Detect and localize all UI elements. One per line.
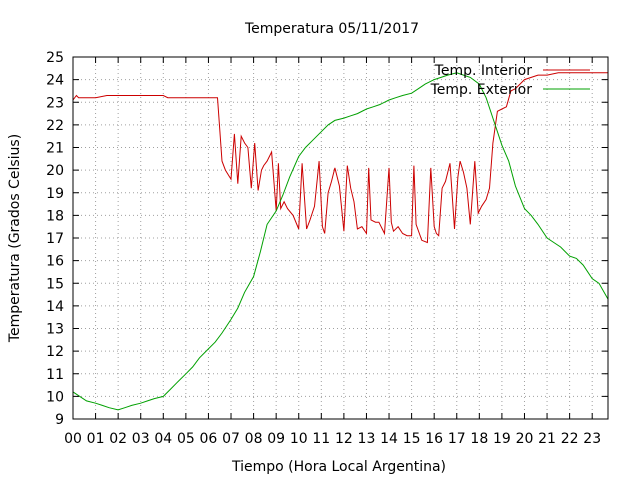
y-tick-label: 23 (46, 95, 64, 111)
y-tick-label: 11 (46, 367, 64, 383)
x-tick-label: 21 (538, 431, 556, 447)
x-tick-label: 17 (448, 431, 466, 447)
y-tick-label: 16 (46, 254, 64, 270)
x-tick-label: 07 (222, 431, 240, 447)
x-tick-label: 15 (403, 431, 421, 447)
series-line-exterior (72, 72, 609, 411)
y-axis-title: Temperatura (Grados Celsius) (7, 134, 23, 343)
y-tick-label: 10 (46, 389, 64, 405)
y-tick-label: 12 (46, 344, 64, 360)
chart-title: Temperatura 05/11/2017 (244, 21, 419, 37)
x-tick-label: 20 (516, 431, 534, 447)
x-tick-label: 12 (335, 431, 353, 447)
x-tick-label: 19 (493, 431, 511, 447)
y-tick-label: 15 (46, 276, 64, 292)
x-tick-label: 06 (200, 431, 218, 447)
x-tick-label: 23 (583, 431, 601, 447)
x-tick-label: 02 (109, 431, 127, 447)
x-tick-label: 05 (177, 431, 195, 447)
legend: Temp. Interior Temp. Exterior (430, 63, 590, 98)
series-line-interior (72, 72, 608, 244)
x-tick-label: 14 (380, 431, 398, 447)
series-lines (72, 72, 609, 411)
x-tick-label: 04 (154, 431, 172, 447)
y-tick-label: 21 (46, 141, 64, 157)
y-tick-label: 19 (46, 186, 64, 202)
x-tick-label: 09 (267, 431, 285, 447)
x-tick-label: 10 (290, 431, 308, 447)
y-tick-label: 18 (46, 208, 64, 224)
x-tick-label: 13 (358, 431, 376, 447)
x-tick-label: 08 (245, 431, 263, 447)
x-axis-title: Tiempo (Hora Local Argentina) (231, 459, 446, 475)
x-tick-label: 01 (87, 431, 105, 447)
legend-label: Temp. Interior (434, 63, 533, 79)
x-tick-label: 18 (470, 431, 488, 447)
y-tick-label: 24 (46, 73, 64, 89)
y-tick-label: 20 (46, 163, 64, 179)
grid-lines (73, 57, 608, 419)
y-tick-label: 25 (46, 50, 64, 66)
y-tick-label: 13 (46, 322, 64, 338)
x-tick-label: 22 (561, 431, 579, 447)
x-tick-label: 03 (132, 431, 150, 447)
y-tick-label: 22 (46, 118, 64, 134)
x-tick-label: 11 (312, 431, 330, 447)
x-tick-label: 16 (425, 431, 443, 447)
legend-label: Temp. Exterior (430, 82, 533, 98)
y-tick-label: 14 (46, 299, 64, 315)
y-tick-label: 17 (46, 231, 64, 247)
y-tick-label: 9 (55, 412, 64, 428)
x-tick-label: 00 (64, 431, 82, 447)
